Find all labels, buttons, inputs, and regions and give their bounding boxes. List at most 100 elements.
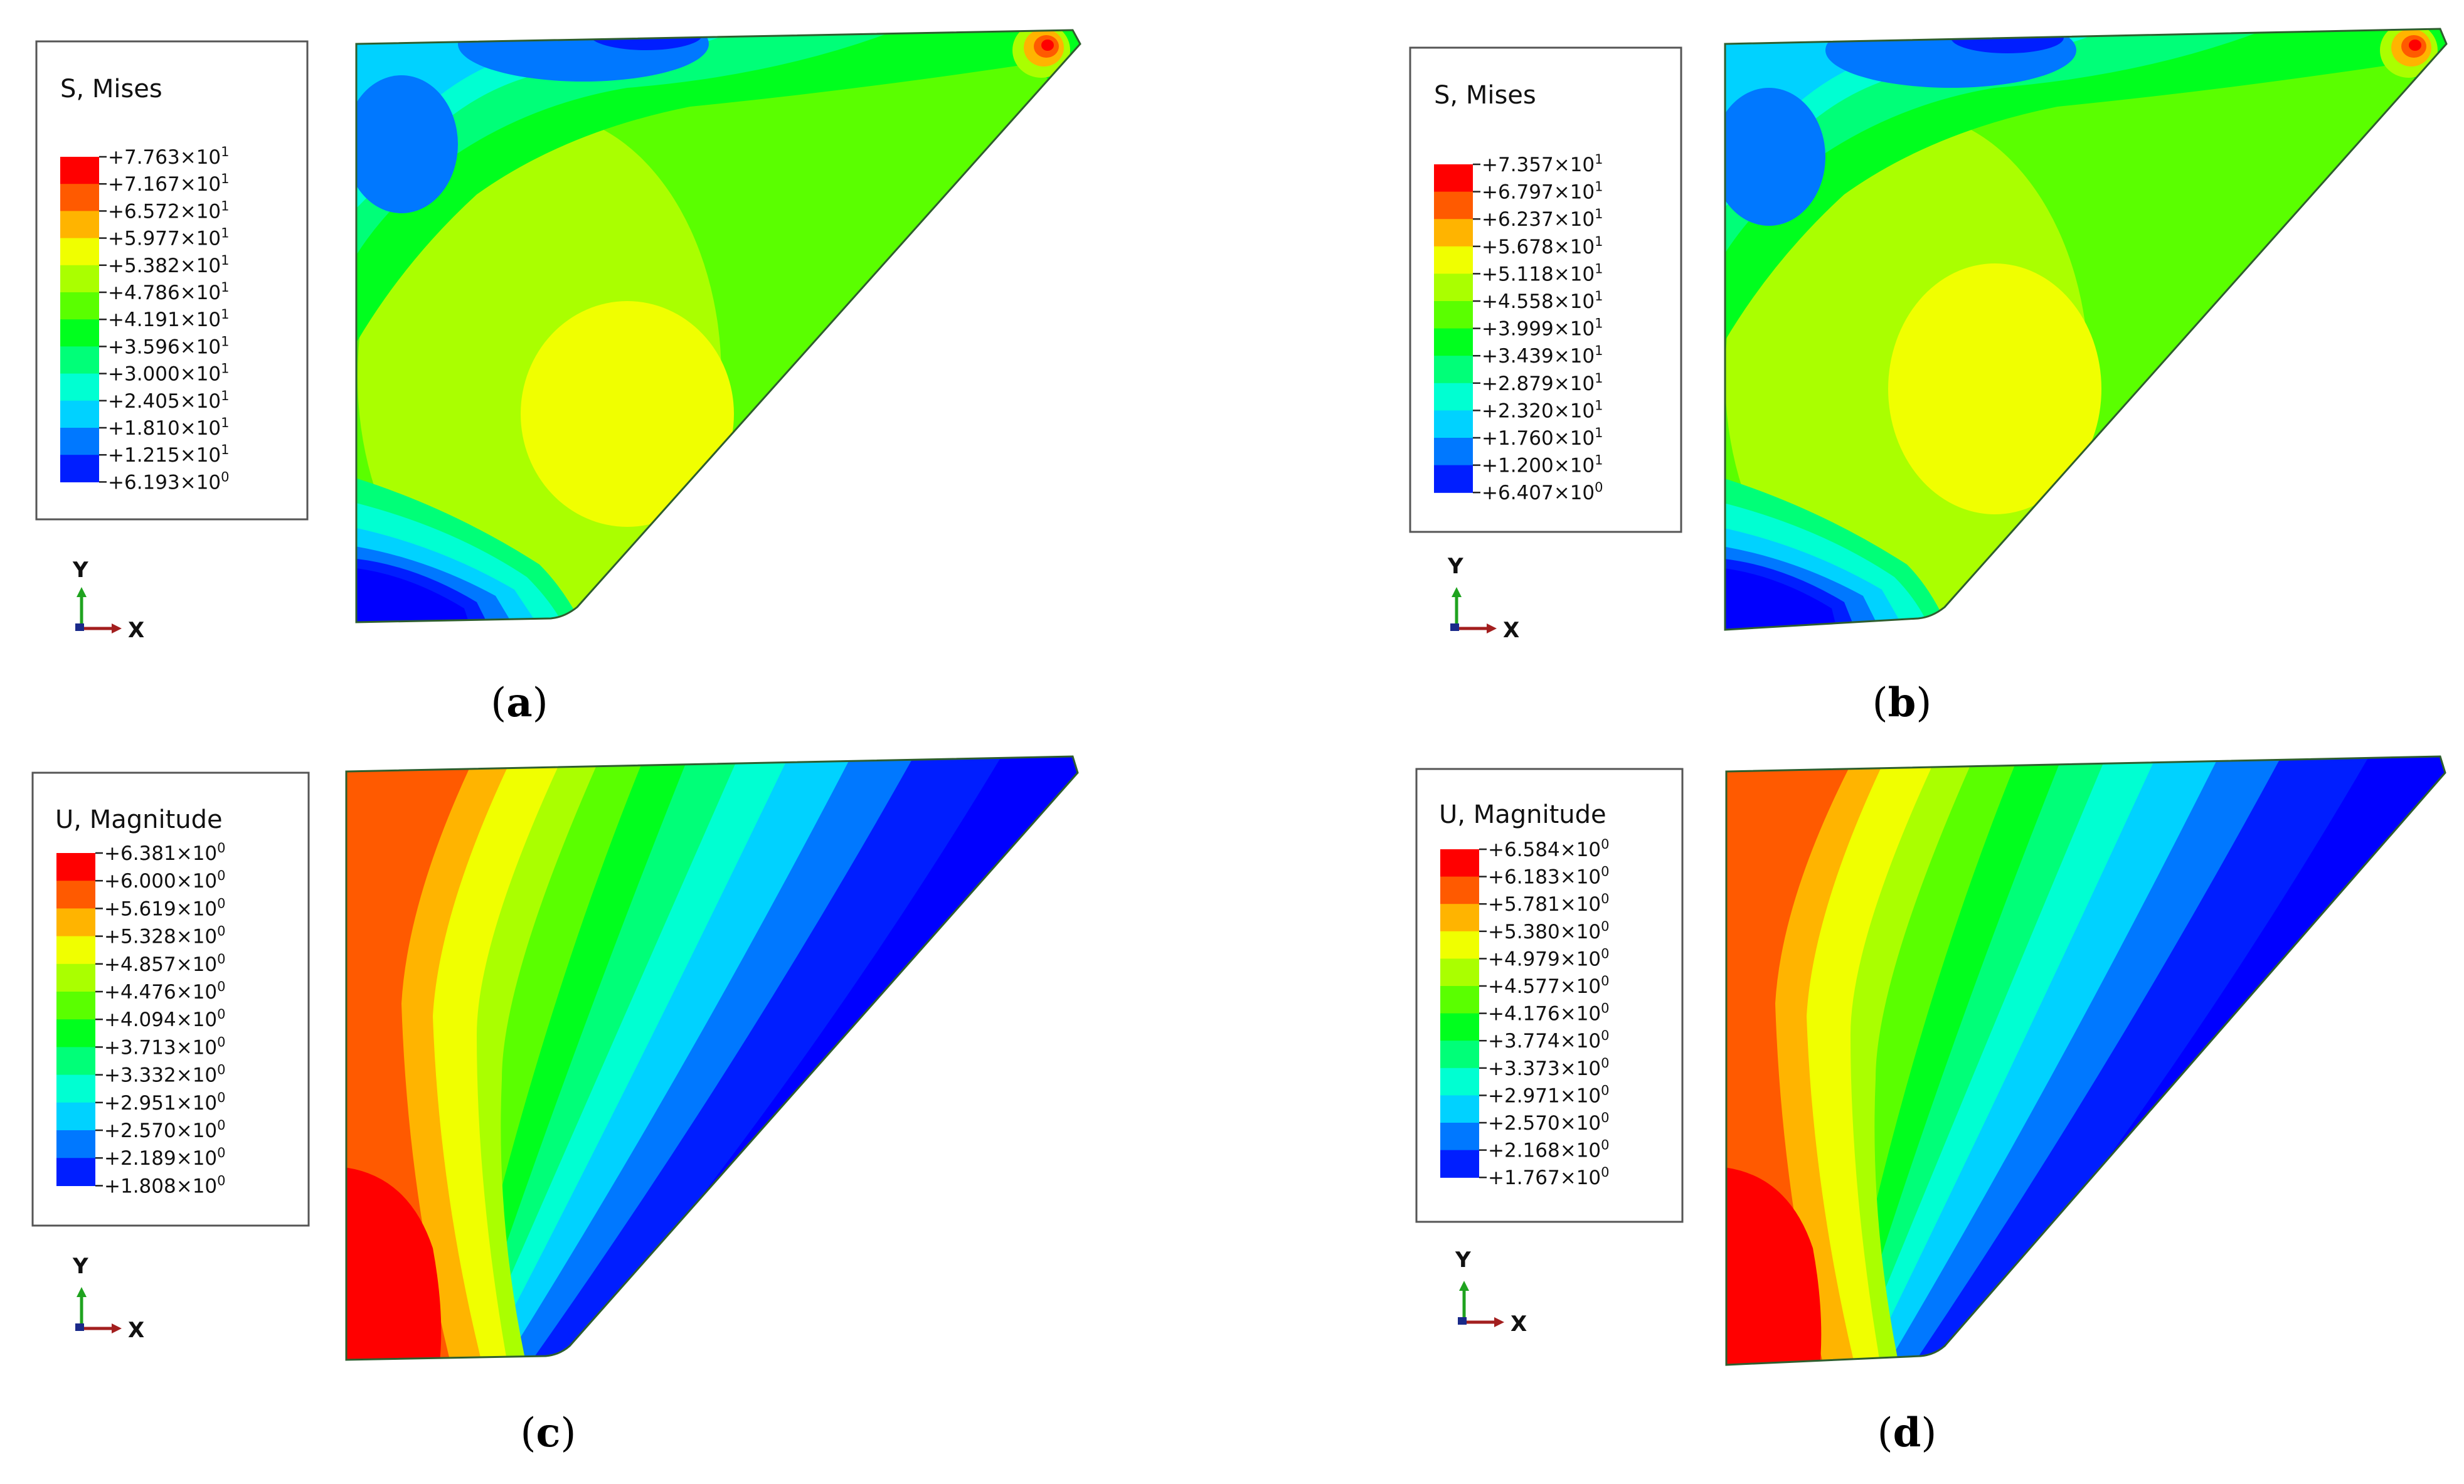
z-axis-marker-d bbox=[1458, 1317, 1467, 1325]
color-band bbox=[56, 908, 95, 937]
color-band bbox=[56, 1047, 95, 1076]
legend-a: S, Mises +7.763×101+7.167×101+6.572×101+… bbox=[35, 40, 309, 521]
color-band bbox=[1434, 328, 1473, 356]
color-band bbox=[56, 1074, 95, 1103]
legend-title-a: S, Mises bbox=[60, 75, 162, 103]
color-band bbox=[60, 346, 99, 374]
color-bar-a bbox=[60, 157, 99, 482]
legend-d: U, Magnitude +6.584×100 +6.183×100+5.781×… bbox=[1415, 768, 1684, 1223]
color-band bbox=[60, 455, 99, 482]
tick-label: +3.000×101 bbox=[108, 361, 230, 386]
color-bar-b bbox=[1434, 164, 1473, 493]
tick-label: +4.191×101 bbox=[108, 307, 230, 331]
color-band bbox=[1440, 1123, 1479, 1151]
color-band bbox=[1434, 383, 1473, 411]
tick-label: +6.797×101 bbox=[1482, 179, 1603, 204]
color-band bbox=[56, 1158, 95, 1186]
contour-plot-a bbox=[356, 30, 1080, 622]
panel-label-b: (b) bbox=[1872, 679, 1932, 726]
color-band bbox=[56, 1102, 95, 1131]
y-axis-label-b: Y bbox=[1447, 554, 1463, 579]
color-band bbox=[1440, 958, 1479, 987]
contour-band-a-corner-max bbox=[1041, 40, 1054, 51]
tick-label: +2.971×100 bbox=[1488, 1083, 1610, 1107]
tick-label: +5.382×101 bbox=[108, 253, 230, 277]
color-band bbox=[1440, 931, 1479, 959]
y-axis-label-d: Y bbox=[1455, 1248, 1471, 1273]
x-arrowhead-b bbox=[1487, 623, 1497, 633]
panel-d: U, Magnitude +6.584×100 +6.183×100+5.781×… bbox=[1415, 755, 2446, 1456]
part-outline-b bbox=[1724, 28, 2448, 631]
tick-label: +3.774×100 bbox=[1488, 1028, 1610, 1052]
color-band bbox=[1440, 986, 1479, 1014]
contour-band-a-top-sky bbox=[356, 30, 627, 169]
tick-label: +6.193×100 bbox=[108, 469, 230, 494]
x-arrowhead-d bbox=[1494, 1317, 1504, 1327]
tick-label: +6.237×101 bbox=[1482, 206, 1603, 231]
contour-band-b-corner-max bbox=[2409, 40, 2421, 51]
color-band bbox=[56, 881, 95, 909]
z-axis-marker-b bbox=[1450, 623, 1459, 631]
color-bar-d bbox=[1440, 849, 1479, 1178]
axis-triad-c: Y X bbox=[72, 1254, 144, 1343]
legend-title-d: U, Magnitude bbox=[1439, 800, 1606, 829]
contour-band-b-bottom-min bbox=[1725, 568, 1838, 630]
tick-label: +2.879×101 bbox=[1482, 371, 1603, 395]
tick-label: +2.320×101 bbox=[1482, 398, 1603, 422]
z-axis-marker-c bbox=[75, 1323, 84, 1331]
axis-triad-d: Y X bbox=[1455, 1248, 1527, 1337]
tick-label: +3.373×100 bbox=[1488, 1056, 1610, 1080]
color-band bbox=[60, 428, 99, 455]
tick-label: +4.094×100 bbox=[104, 1007, 226, 1031]
tick-label: +5.118×101 bbox=[1482, 261, 1603, 285]
tick-label: +4.577×100 bbox=[1488, 973, 1610, 998]
panel-c: U, Magnitude +6.381×100 +6.000×100 +5.619×… bbox=[31, 755, 1079, 1456]
contour-band-b-peak bbox=[1888, 263, 2101, 514]
tick-label: +7.763×101 bbox=[108, 144, 230, 169]
tick-label: +1.808×100 bbox=[104, 1173, 226, 1197]
tick-label: +7.357×101 bbox=[1482, 152, 1603, 176]
x-arrowhead-a bbox=[112, 623, 122, 633]
contour-band-c-max bbox=[346, 1167, 442, 1360]
color-band bbox=[60, 292, 99, 320]
color-band bbox=[1434, 356, 1473, 384]
tick-label: +5.977×101 bbox=[108, 226, 230, 250]
tick-label: +4.979×100 bbox=[1488, 946, 1610, 970]
color-band bbox=[60, 373, 99, 401]
axis-triad-a: Y X bbox=[72, 558, 144, 643]
contour-plot-c bbox=[346, 756, 1078, 1360]
color-band bbox=[1434, 191, 1473, 220]
y-arrowhead-c bbox=[77, 1287, 87, 1297]
tick-label: +3.713×100 bbox=[104, 1034, 226, 1059]
tick-label: +1.810×101 bbox=[108, 415, 230, 440]
tick-label: +6.000×100 bbox=[104, 868, 226, 893]
y-arrowhead-b bbox=[1452, 587, 1462, 597]
tick-label: +4.476×100 bbox=[104, 979, 226, 1004]
part-outline-c bbox=[345, 755, 1079, 1361]
color-band bbox=[1440, 1150, 1479, 1178]
color-band bbox=[1434, 164, 1473, 193]
tick-label: +6.584×100 bbox=[1488, 837, 1610, 861]
color-band bbox=[1434, 246, 1473, 274]
color-band bbox=[1434, 410, 1473, 438]
contour-band-a-top-blue bbox=[458, 30, 709, 82]
color-band bbox=[56, 963, 95, 992]
tick-label: +2.570×100 bbox=[104, 1118, 226, 1142]
legend-title-c: U, Magnitude bbox=[55, 805, 223, 834]
color-band bbox=[1434, 438, 1473, 466]
y-axis-label-a: Y bbox=[72, 558, 88, 583]
panel-label-d: (d) bbox=[1877, 1409, 1937, 1456]
contour-band-b-left-blue bbox=[1725, 88, 1825, 226]
tick-labels-c: +6.381×100 +6.000×100 +5.619×100 +5.328×100… bbox=[95, 840, 226, 1197]
tick-label: +3.999×101 bbox=[1482, 316, 1603, 341]
color-band bbox=[60, 157, 99, 184]
color-bar-c bbox=[56, 853, 95, 1186]
color-band bbox=[1440, 904, 1479, 932]
color-band bbox=[60, 184, 99, 211]
x-axis-label-d: X bbox=[1511, 1312, 1527, 1337]
contour-band-d-max bbox=[1726, 1167, 1822, 1365]
tick-label: +5.781×100 bbox=[1488, 891, 1610, 916]
axis-triad-b: Y X bbox=[1447, 554, 1519, 643]
color-band bbox=[60, 211, 99, 239]
